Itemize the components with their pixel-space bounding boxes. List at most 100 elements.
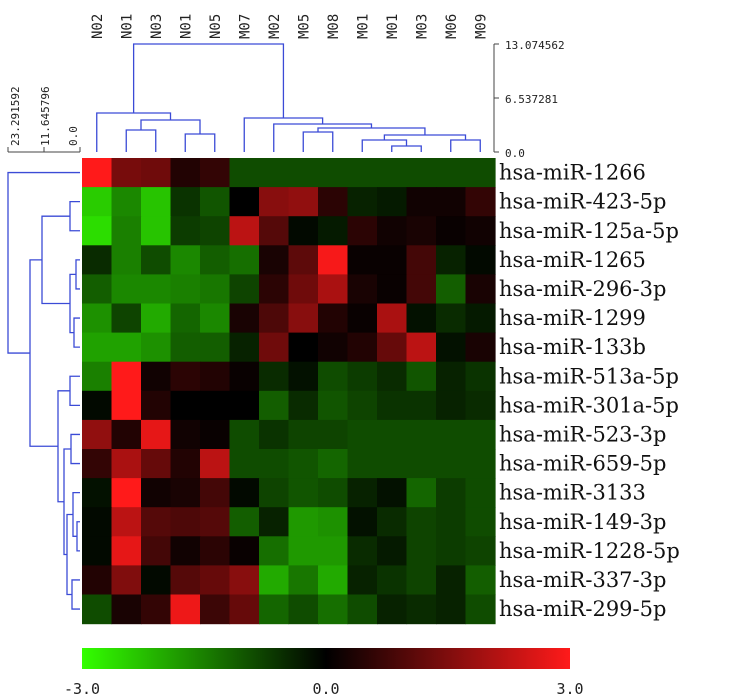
heatmap-cell — [229, 594, 260, 625]
heatmap-cell — [318, 507, 349, 537]
heatmap-cell — [229, 507, 260, 537]
heatmap-cell — [377, 158, 408, 188]
heatmap-cell — [347, 332, 378, 363]
heatmap-cell — [229, 390, 260, 421]
column-label: N01 — [119, 14, 135, 39]
heatmap-cell — [200, 187, 231, 217]
heatmap-cell — [465, 536, 496, 566]
heatmap-cell — [377, 187, 408, 217]
heatmap-cell — [141, 449, 172, 479]
heatmap-cell — [377, 419, 408, 450]
heatmap-cell — [170, 507, 201, 537]
heatmap-cell — [288, 478, 319, 508]
heatmap-cell — [170, 565, 201, 596]
heatmap-cell — [377, 594, 408, 625]
heatmap-cell — [111, 361, 142, 392]
heatmap-cell — [406, 187, 437, 217]
heatmap-cell — [347, 507, 378, 537]
heatmap-cell — [259, 216, 290, 246]
heatmap-cell — [170, 245, 201, 275]
dendrogram-branch — [317, 127, 426, 135]
heatmap-cell — [288, 594, 319, 625]
heatmap-cell — [318, 565, 349, 596]
heatmap-cell — [200, 419, 231, 450]
row-scale-mid: 11.645796 — [39, 86, 52, 146]
heatmap-cell — [377, 565, 408, 596]
heatmap-cell — [200, 390, 231, 421]
heatmap-cell — [170, 419, 201, 450]
heatmap-cell — [111, 565, 142, 596]
heatmap-cell — [82, 419, 113, 450]
heatmap-cell — [406, 245, 437, 275]
heatmap-cell — [141, 158, 172, 188]
row-label: hsa-miR-133b — [499, 335, 646, 359]
heatmap-cell — [465, 419, 496, 450]
heatmap-cell — [229, 565, 260, 596]
row-label: hsa-miR-1228-5p — [499, 539, 680, 563]
dendrogram-branch — [71, 579, 80, 610]
row-label: hsa-miR-423-5p — [499, 190, 666, 214]
dendrogram-branch — [184, 133, 216, 152]
dendrogram-branch — [29, 259, 58, 447]
heatmap-cell — [111, 187, 142, 217]
heatmap-cell — [141, 245, 172, 275]
row-label: hsa-miR-301a-5p — [499, 393, 679, 417]
heatmap-cell — [377, 245, 408, 275]
heatmap-cell — [229, 187, 260, 217]
heatmap-cell — [288, 158, 319, 188]
heatmap-cell — [259, 245, 290, 275]
heatmap-cell — [406, 303, 437, 334]
row-label: hsa-miR-659-5p — [499, 452, 666, 476]
heatmap-cell — [347, 216, 378, 246]
heatmap-cell — [318, 390, 349, 421]
column-label: M08 — [326, 14, 342, 39]
heatmap-cell — [347, 478, 378, 508]
heatmap-cell — [141, 303, 172, 334]
heatmap-cell — [259, 536, 290, 566]
heatmap-cell — [377, 216, 408, 246]
dendrogram-branch — [75, 259, 80, 290]
column-label: N02 — [90, 14, 106, 39]
dendrogram-branch — [140, 119, 201, 134]
heatmap-cell — [82, 361, 113, 392]
dendrogram-branch — [125, 129, 157, 152]
heatmap-cell — [347, 245, 378, 275]
heatmap-cell — [111, 478, 142, 508]
heatmap-cell — [111, 216, 142, 246]
column-label: M01 — [355, 14, 371, 39]
heatmap-cell — [259, 594, 290, 625]
heatmap-cell — [318, 419, 349, 450]
heatmap-cell — [200, 507, 231, 537]
heatmap-cell — [200, 449, 231, 479]
heatmap-cell — [170, 536, 201, 566]
dendrogram-branch — [243, 117, 324, 152]
heatmap-cell — [465, 507, 496, 537]
row-label: hsa-miR-125a-5p — [499, 219, 679, 243]
heatmap-cell — [141, 536, 172, 566]
heatmap-cell — [259, 449, 290, 479]
heatmap-cell — [111, 158, 142, 188]
heatmap-cell — [288, 390, 319, 421]
heatmap-cell — [141, 478, 172, 508]
heatmap-cell — [200, 536, 231, 566]
heatmap-cell — [170, 478, 201, 508]
heatmap-cell — [465, 390, 496, 421]
heatmap-cell — [170, 303, 201, 334]
heatmap-cell — [288, 565, 319, 596]
heatmap-cell — [436, 303, 467, 334]
heatmap-cell — [347, 390, 378, 421]
heatmap-cell — [436, 390, 467, 421]
heatmap-cell — [141, 274, 172, 305]
row-label: hsa-miR-299-5p — [499, 597, 666, 621]
heatmap-cell — [82, 478, 113, 508]
heatmap-cell — [436, 419, 467, 450]
column-scale-mid: 6.537281 — [505, 93, 558, 106]
heatmap-cell — [347, 536, 378, 566]
heatmap-cell — [200, 478, 231, 508]
heatmap-cell — [347, 274, 378, 305]
dendrogram-branch — [383, 134, 467, 140]
heatmap-cell — [406, 419, 437, 450]
heatmap-cell — [82, 158, 113, 188]
row-label: hsa-miR-296-3p — [499, 277, 666, 301]
heatmap-cell — [436, 594, 467, 625]
